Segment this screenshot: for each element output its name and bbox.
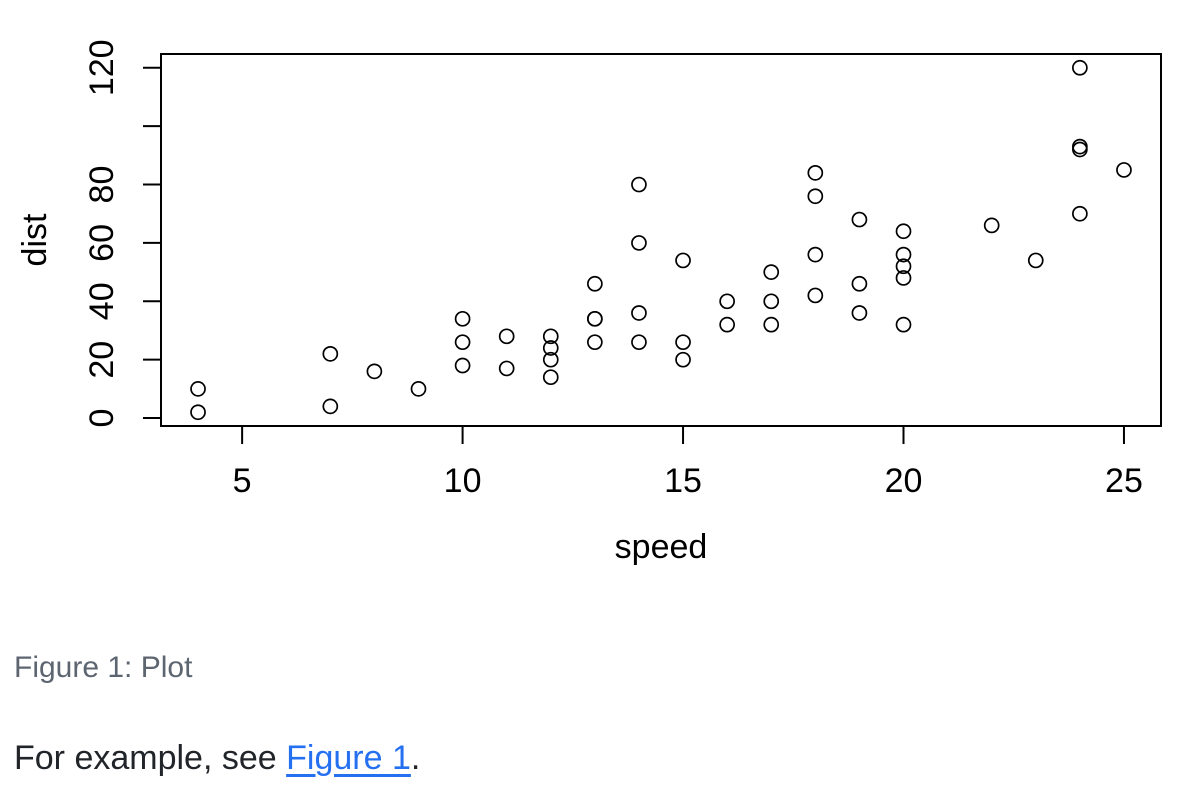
data-point: [366, 363, 383, 380]
data-point: [1027, 252, 1044, 269]
scatter-plot: 5 10 15 20 25 0 20 40 60 80 120 speed dist: [16, 39, 1162, 566]
figure-1: 5 10 15 20 25 0 20 40 60 80 120 speed dist Figure 1:…: [14, 39, 1162, 684]
data-point: [675, 334, 691, 351]
data-point: [895, 223, 912, 240]
figure-link[interactable]: Figure 1: [286, 739, 411, 777]
figure-caption: Figure 1: Plot: [14, 651, 193, 684]
data-point: [587, 334, 603, 351]
paragraph-text-suffix: .: [410, 739, 421, 777]
x-axis-tick-label: 20: [885, 462, 923, 500]
data-point: [763, 293, 780, 310]
y-axis-tick-label: 120: [83, 39, 121, 96]
data-point: [322, 398, 339, 415]
data-point: [851, 305, 868, 321]
y-axis-tick-label: 40: [83, 282, 121, 320]
data-point: [542, 328, 559, 345]
data-point: [807, 287, 824, 304]
data-point: [631, 334, 647, 351]
y-axis-title: dist: [16, 213, 54, 266]
data-point: [1072, 138, 1088, 155]
x-axis-title: speed: [615, 528, 708, 566]
plot-border: [160, 53, 1162, 427]
data-point: [454, 310, 471, 327]
data-point: [895, 246, 912, 263]
data-point: [1072, 205, 1088, 222]
data-point: [454, 357, 471, 374]
x-axis-tick-label: 25: [1105, 462, 1143, 500]
data-point: [190, 404, 206, 421]
data-point: [631, 305, 647, 321]
data-point: [807, 165, 824, 181]
data-point: [851, 211, 868, 228]
scatter-plot-svg: 5 10 15 20 25 0 20 40 60 80 120 speed dist: [16, 39, 1162, 566]
data-point: [807, 246, 824, 263]
data-point: [719, 316, 735, 333]
y-axis-tick-label: 60: [83, 224, 121, 262]
x-axis-tick-label: 5: [233, 462, 252, 500]
data-point: [498, 360, 515, 377]
data-point: [454, 334, 471, 351]
data-point: [631, 176, 647, 193]
data-point: [763, 316, 780, 333]
data-point: [542, 351, 559, 368]
data-point: [675, 351, 691, 368]
y-axis-tick-label: 0: [83, 409, 121, 428]
data-point: [498, 328, 515, 345]
paragraph-text-prefix: For example, see: [14, 739, 287, 777]
y-axis-tick-label: 20: [83, 341, 121, 379]
data-point: [542, 369, 559, 386]
data-point: [675, 252, 691, 269]
y-axis-tick-label: 80: [83, 166, 121, 204]
data-point: [322, 345, 339, 362]
data-point: [807, 188, 824, 205]
body-paragraph: For example, see Figure 1.: [14, 738, 1196, 779]
data-point: [719, 293, 735, 310]
x-axis-tick-label: 15: [664, 462, 702, 500]
data-point: [542, 340, 559, 356]
data-point: [895, 270, 912, 286]
data-point: [631, 235, 647, 251]
data-point: [587, 310, 603, 327]
data-point: [983, 217, 1000, 234]
data-point: [410, 381, 427, 397]
data-point: [895, 258, 912, 275]
data-point: [895, 316, 912, 333]
x-axis-tick-label: 10: [444, 462, 482, 500]
data-point: [851, 275, 868, 292]
data-point: [763, 264, 780, 280]
data-point: [190, 381, 206, 397]
data-point: [587, 275, 603, 292]
data-point: [1116, 162, 1132, 178]
data-point: [1072, 59, 1088, 76]
